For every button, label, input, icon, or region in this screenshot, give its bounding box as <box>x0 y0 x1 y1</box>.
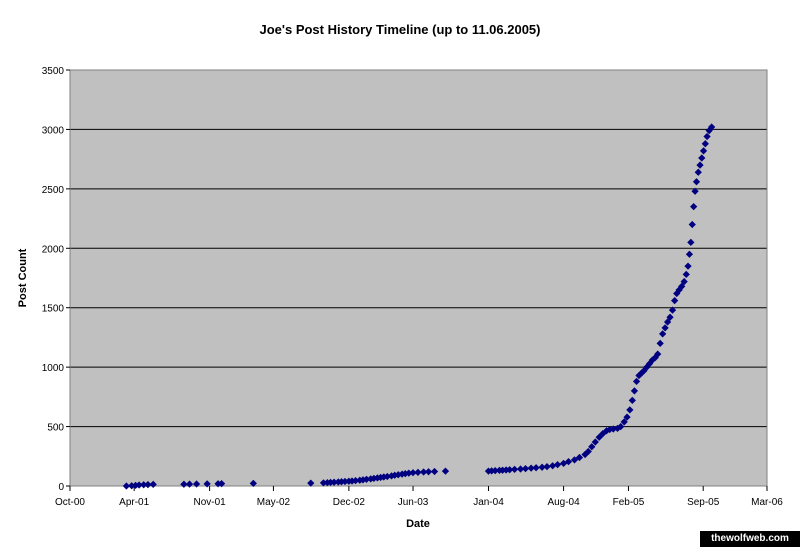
data-point <box>185 480 194 488</box>
chart-title: Joe's Post History Timeline (up to 11.06… <box>259 22 540 37</box>
data-series <box>122 123 716 490</box>
data-point <box>553 460 562 469</box>
data-point <box>682 270 690 279</box>
data-point <box>632 377 641 386</box>
data-point <box>663 318 672 326</box>
data-point <box>671 296 679 305</box>
data-point <box>217 479 226 488</box>
data-point <box>307 479 315 487</box>
data-point <box>203 480 211 488</box>
data-point <box>249 479 257 488</box>
data-point <box>419 468 428 476</box>
data-point <box>543 463 551 471</box>
data-point <box>617 422 625 431</box>
data-point <box>688 220 696 229</box>
y-tick-label: 3500 <box>42 66 65 77</box>
y-tick-label: 3000 <box>42 125 65 136</box>
x-tick-label: May-02 <box>257 497 291 508</box>
data-point <box>599 430 607 438</box>
data-point <box>144 480 152 489</box>
data-point <box>656 339 664 347</box>
data-point <box>703 132 711 141</box>
data-point <box>588 443 596 451</box>
data-point <box>424 468 433 476</box>
x-tick-label: Apr-01 <box>119 497 149 508</box>
data-point <box>659 330 667 338</box>
data-point <box>510 465 519 473</box>
data-point <box>680 277 688 286</box>
x-axis-title: Date <box>406 518 430 530</box>
x-tick-label: Jan-04 <box>473 497 504 508</box>
data-point <box>661 324 669 332</box>
x-axis-ticks: Oct-00 Apr-01 Nov-01 May-02 Dec-02 Jun-03 Jan-… <box>55 486 783 508</box>
data-point <box>694 168 702 176</box>
axes <box>69 69 768 487</box>
data-point <box>575 453 584 462</box>
data-point <box>623 413 631 421</box>
data-point <box>692 178 701 186</box>
data-point <box>441 467 450 475</box>
x-tick-label: Aug-04 <box>547 497 580 508</box>
data-point <box>687 238 695 246</box>
data-point <box>654 350 662 358</box>
data-point <box>666 313 674 321</box>
data-point <box>570 456 579 464</box>
data-point <box>180 480 188 488</box>
x-tick-label: Jun-03 <box>398 497 429 508</box>
plot-area <box>70 70 767 486</box>
y-tick-label: 500 <box>47 423 64 434</box>
watermark: thewolfweb.com <box>700 531 800 547</box>
data-point <box>414 468 422 476</box>
data-point <box>521 465 530 473</box>
data-point <box>149 480 157 488</box>
data-point <box>668 306 677 314</box>
data-point <box>684 262 692 270</box>
data-point <box>591 438 599 446</box>
data-point <box>696 161 704 169</box>
plot-border <box>69 69 768 487</box>
data-point <box>626 406 634 414</box>
data-point <box>698 154 706 162</box>
x-tick-label: Sep-05 <box>687 497 720 508</box>
data-point <box>678 282 686 290</box>
x-tick-label: Oct-00 <box>55 497 85 508</box>
data-point <box>532 464 540 472</box>
y-tick-label: 0 <box>58 482 64 493</box>
x-tick-label: Nov-01 <box>193 497 226 508</box>
data-point <box>708 123 716 131</box>
data-point <box>564 458 573 466</box>
data-point <box>620 418 628 426</box>
data-point <box>685 250 694 258</box>
x-tick-label: Mar-06 <box>751 497 783 508</box>
data-point <box>628 396 636 405</box>
y-tick-label: 1500 <box>42 304 65 315</box>
data-point <box>584 447 592 456</box>
data-point <box>430 467 439 476</box>
data-point <box>691 187 699 195</box>
data-point <box>630 387 639 395</box>
y-tick-label: 2000 <box>42 244 65 255</box>
data-point <box>192 480 201 488</box>
x-tick-label: Dec-02 <box>333 497 366 508</box>
data-point <box>595 433 603 441</box>
data-point <box>122 482 131 490</box>
data-point <box>701 140 709 148</box>
data-point <box>690 203 698 211</box>
y-tick-label: 1000 <box>42 363 65 374</box>
data-point <box>699 147 708 155</box>
y-axis-title: Post Count <box>17 248 29 307</box>
y-axis-ticks: 0 500 1000 1500 2000 2500 3000 3500 <box>42 66 70 493</box>
x-tick-label: Feb-05 <box>613 497 645 508</box>
y-tick-label: 2500 <box>42 185 65 196</box>
